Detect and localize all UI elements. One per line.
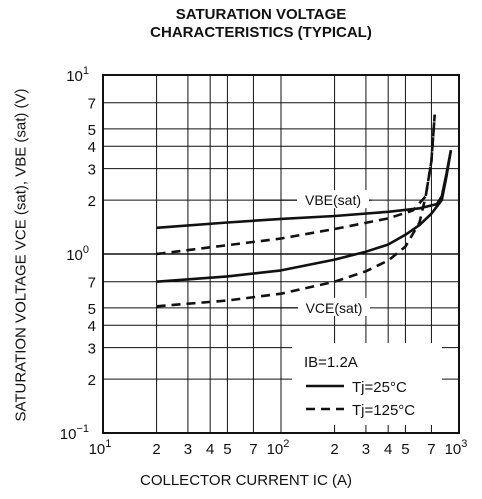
x-tick-label: 3 xyxy=(362,441,370,458)
series-line xyxy=(156,114,436,308)
x-tick-label: 2 xyxy=(330,441,338,458)
y-tick-label: 10−1 xyxy=(60,423,89,443)
chart-title-line2: CHARACTERISTICS (TYPICAL) xyxy=(150,24,372,41)
x-tick-label: 101 xyxy=(89,438,112,458)
series-line xyxy=(156,149,453,283)
plot-frame xyxy=(102,74,460,434)
x-tick-label: 7 xyxy=(249,441,257,458)
y-tick-label: 3 xyxy=(88,162,96,179)
x-tick-label: 103 xyxy=(445,438,468,458)
annotation-box xyxy=(298,297,370,316)
series-line xyxy=(156,114,436,256)
series-line xyxy=(156,149,453,230)
legend-label: Tj=125°C xyxy=(352,402,415,419)
legend-label: Tj=25°C xyxy=(352,379,407,396)
x-tick-label: 5 xyxy=(401,441,409,458)
chart-title-line1: SATURATION VOLTAGE xyxy=(175,6,347,23)
x-tick-label: 3 xyxy=(184,441,192,458)
y-tick-label: 2 xyxy=(88,193,96,210)
x-tick-label: 5 xyxy=(223,441,231,458)
x-tick-label: 102 xyxy=(267,438,290,458)
x-axis-label: COLLECTOR CURRENT IC (A) xyxy=(140,472,352,489)
x-tick-label: 2 xyxy=(152,441,160,458)
x-tick-label: 4 xyxy=(384,441,392,458)
y-tick-label: 5 xyxy=(88,301,96,318)
y-axis-label: SATURATION VOLTAGE VCE (sat), VBE (sat) … xyxy=(12,88,30,422)
y-tick-label: 4 xyxy=(88,139,96,156)
y-tick-label: 3 xyxy=(88,341,96,358)
x-tick-label: 4 xyxy=(206,441,214,458)
y-tick-label: 100 xyxy=(66,244,89,264)
y-tick-label: 4 xyxy=(88,318,96,335)
y-tick-label: 101 xyxy=(66,65,89,85)
y-tick-label: 7 xyxy=(88,96,96,113)
y-tick-label: 2 xyxy=(88,372,96,389)
annotation-box xyxy=(297,190,369,209)
y-tick-label: 5 xyxy=(88,122,96,139)
legend-condition: IB=1.2A xyxy=(304,354,358,371)
y-tick-label: 7 xyxy=(88,275,96,292)
vbe-annotation: VBE(sat) xyxy=(305,192,361,208)
vce-annotation: VCE(sat) xyxy=(306,300,363,316)
legend-box xyxy=(292,343,442,425)
x-tick-label: 7 xyxy=(427,441,435,458)
